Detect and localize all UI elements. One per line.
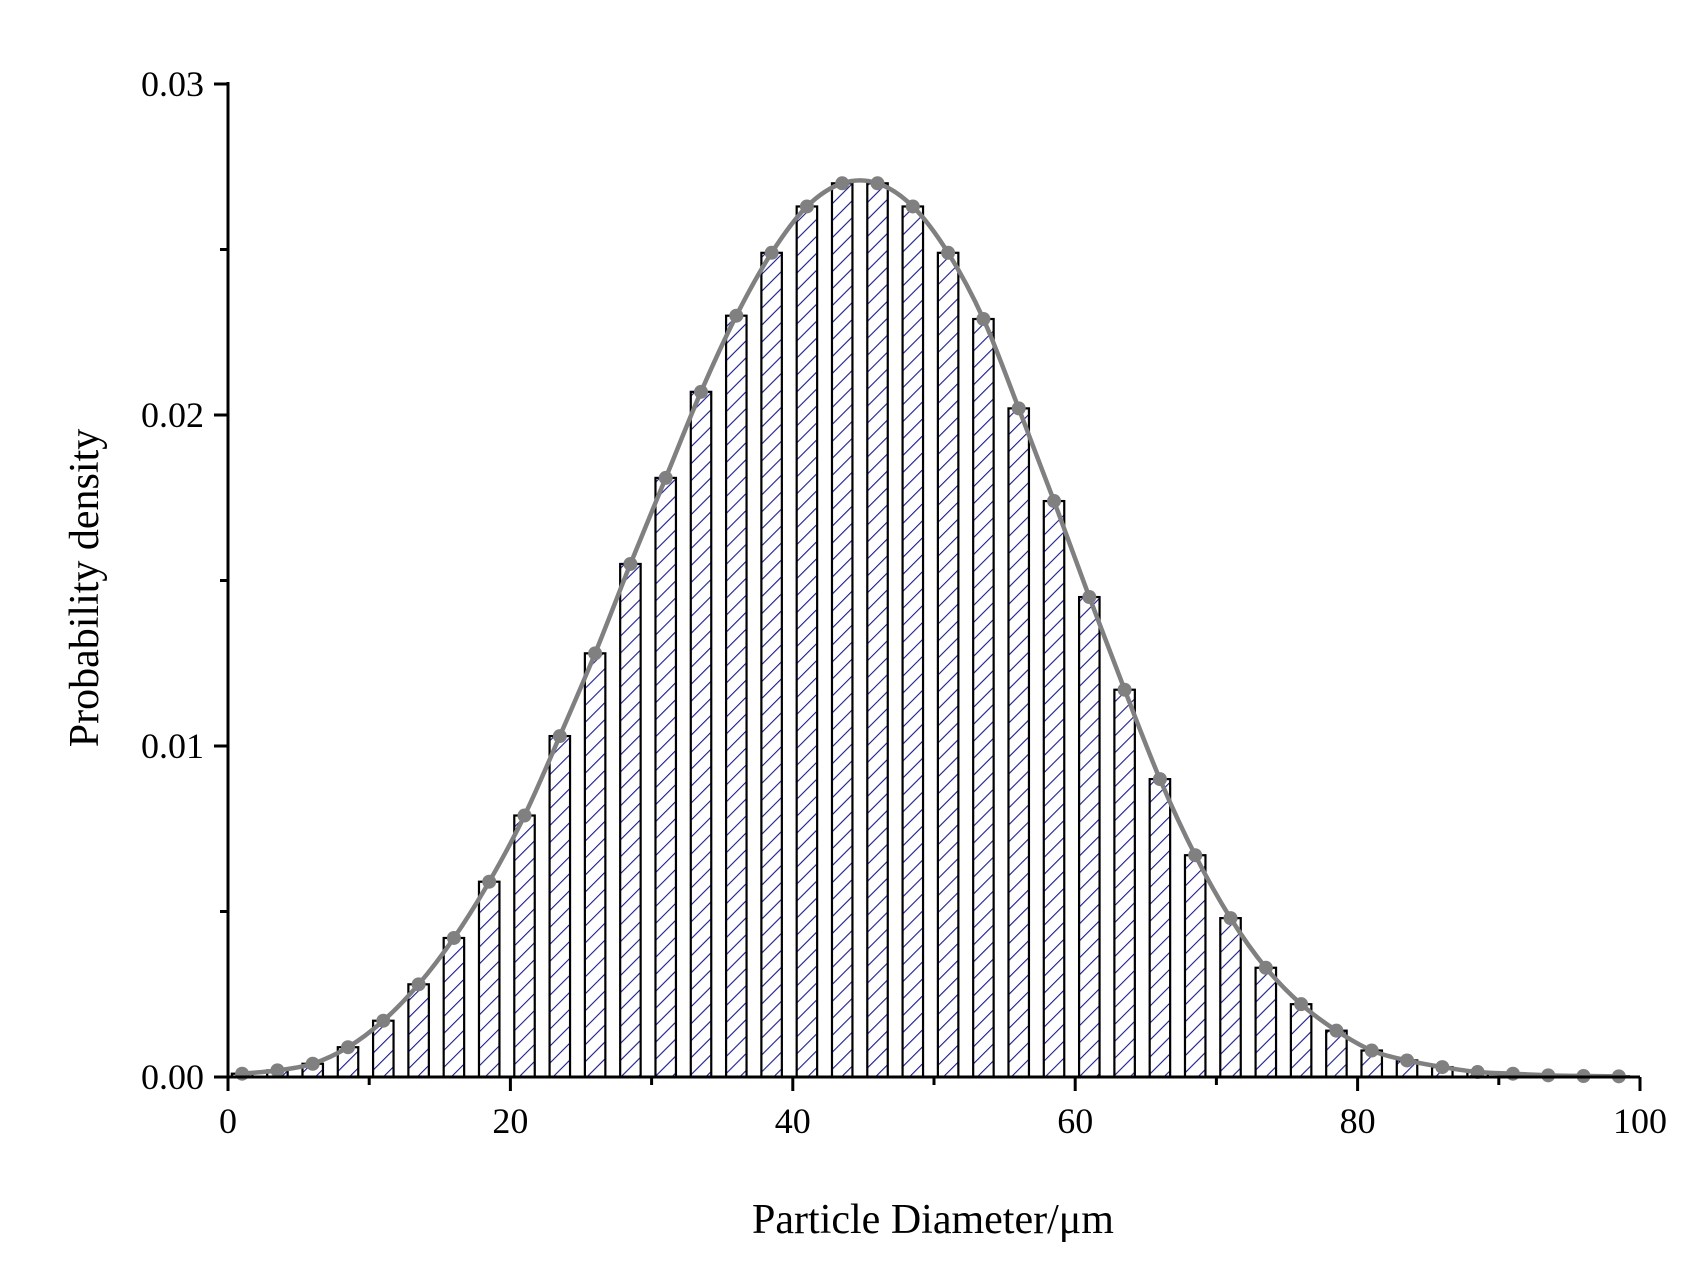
curve-point [764, 245, 779, 260]
curve-point [270, 1063, 285, 1078]
y-tick-label: 0.02 [141, 395, 204, 435]
curve-point [729, 308, 744, 323]
curve-point [905, 199, 920, 214]
curve-point [1541, 1068, 1556, 1083]
x-tick-label: 0 [219, 1101, 237, 1141]
bar [583, 652, 607, 1079]
bar [866, 182, 889, 1079]
curve-point [1223, 911, 1238, 926]
bar [548, 734, 572, 1079]
curve-point [1435, 1060, 1450, 1075]
curve-point [1047, 494, 1062, 509]
curve-point [411, 977, 426, 992]
curve-point [1011, 401, 1026, 416]
curve-point [376, 1013, 391, 1028]
bar [619, 562, 642, 1079]
bar [513, 814, 536, 1079]
bar [689, 390, 713, 1079]
bar [1042, 499, 1066, 1079]
bar [407, 983, 430, 1079]
curve-point [976, 312, 991, 327]
curve-point [482, 874, 497, 889]
curve-point [341, 1040, 356, 1055]
curve-point [235, 1066, 250, 1081]
curve-point [870, 176, 885, 191]
x-axis-title: Particle Diameter/μm [752, 1197, 1114, 1243]
bar [1254, 966, 1278, 1079]
bar [760, 251, 783, 1079]
bar [654, 476, 678, 1079]
curve-point [1400, 1053, 1415, 1068]
curve-point [835, 176, 850, 191]
curve-point [694, 384, 709, 399]
bar [1148, 777, 1172, 1079]
curve-point [941, 245, 956, 260]
bar [795, 205, 819, 1079]
curve-point [446, 930, 461, 945]
bar [830, 182, 854, 1079]
curve-point [305, 1056, 320, 1071]
curve-point [1258, 960, 1273, 975]
curve-point [658, 470, 673, 485]
bar [1289, 1003, 1313, 1079]
curve-point [1294, 997, 1309, 1012]
curve-point [623, 556, 638, 571]
bar [1183, 854, 1207, 1079]
bar [1113, 688, 1136, 1079]
bar [1219, 917, 1242, 1079]
bar [442, 936, 466, 1079]
bar [724, 314, 748, 1079]
curve-group [235, 176, 1626, 1084]
y-tick-label: 0.00 [141, 1057, 204, 1097]
curve-point [1364, 1043, 1379, 1058]
axes-group: 0 20 40 60 80 100 0.00 0.01 0.02 0.03 [141, 64, 1667, 1141]
x-tick-label: 100 [1613, 1101, 1667, 1141]
curve-point [1117, 682, 1132, 697]
x-tick-label: 40 [775, 1101, 811, 1141]
curve-point [799, 199, 814, 214]
x-tick-label: 80 [1340, 1101, 1376, 1141]
bar [936, 251, 960, 1079]
curve-point [517, 808, 532, 823]
curve-point [1329, 1023, 1344, 1038]
curve-point [588, 646, 603, 661]
y-tick-label: 0.01 [141, 726, 204, 766]
bar [1007, 407, 1031, 1079]
bar [477, 880, 501, 1079]
bar [901, 205, 925, 1079]
curve-point [1505, 1066, 1520, 1081]
bars-group [230, 182, 1631, 1079]
y-axis-title: Probability density [62, 429, 108, 748]
curve-point [1082, 590, 1097, 605]
y-tick-label: 0.03 [141, 64, 204, 104]
curve-point [552, 729, 567, 744]
x-tick-label: 60 [1057, 1101, 1093, 1141]
bar [972, 317, 995, 1079]
x-tick-label: 20 [492, 1101, 528, 1141]
curve-point [1188, 848, 1203, 863]
curve-point [1152, 772, 1167, 787]
bar [1077, 595, 1101, 1079]
